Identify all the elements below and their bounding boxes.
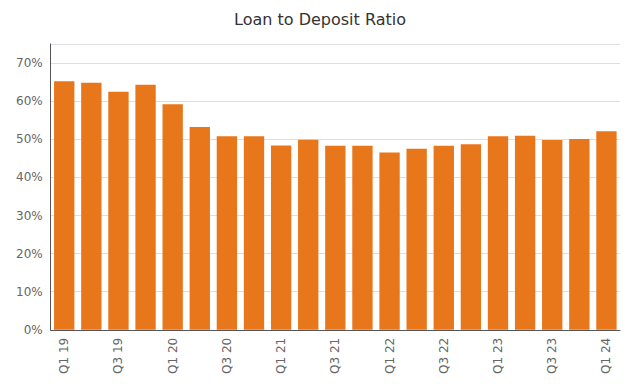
svg-text:Q1 20: Q1 20 bbox=[166, 338, 180, 374]
svg-text:Q3 19: Q3 19 bbox=[111, 338, 125, 374]
svg-text:Q3 20: Q3 20 bbox=[220, 338, 234, 374]
svg-text:20%: 20% bbox=[16, 247, 43, 261]
svg-text:Q1 22: Q1 22 bbox=[383, 338, 397, 374]
svg-text:Q1 23: Q1 23 bbox=[491, 338, 505, 374]
svg-text:Q3 23: Q3 23 bbox=[545, 338, 559, 374]
svg-text:60%: 60% bbox=[16, 94, 43, 108]
svg-text:0%: 0% bbox=[24, 323, 43, 337]
svg-text:50%: 50% bbox=[16, 132, 43, 146]
svg-text:Q3 21: Q3 21 bbox=[328, 338, 342, 374]
svg-text:Q3 22: Q3 22 bbox=[437, 338, 451, 374]
svg-text:Q1 21: Q1 21 bbox=[274, 338, 288, 374]
svg-text:10%: 10% bbox=[16, 285, 43, 299]
svg-text:30%: 30% bbox=[16, 209, 43, 223]
svg-text:Loan to Deposit Ratio: Loan to Deposit Ratio bbox=[234, 10, 406, 29]
svg-text:Q1 19: Q1 19 bbox=[57, 338, 71, 374]
svg-text:Q1 24: Q1 24 bbox=[599, 338, 613, 374]
svg-text:40%: 40% bbox=[16, 170, 43, 184]
svg-text:70%: 70% bbox=[16, 56, 43, 70]
